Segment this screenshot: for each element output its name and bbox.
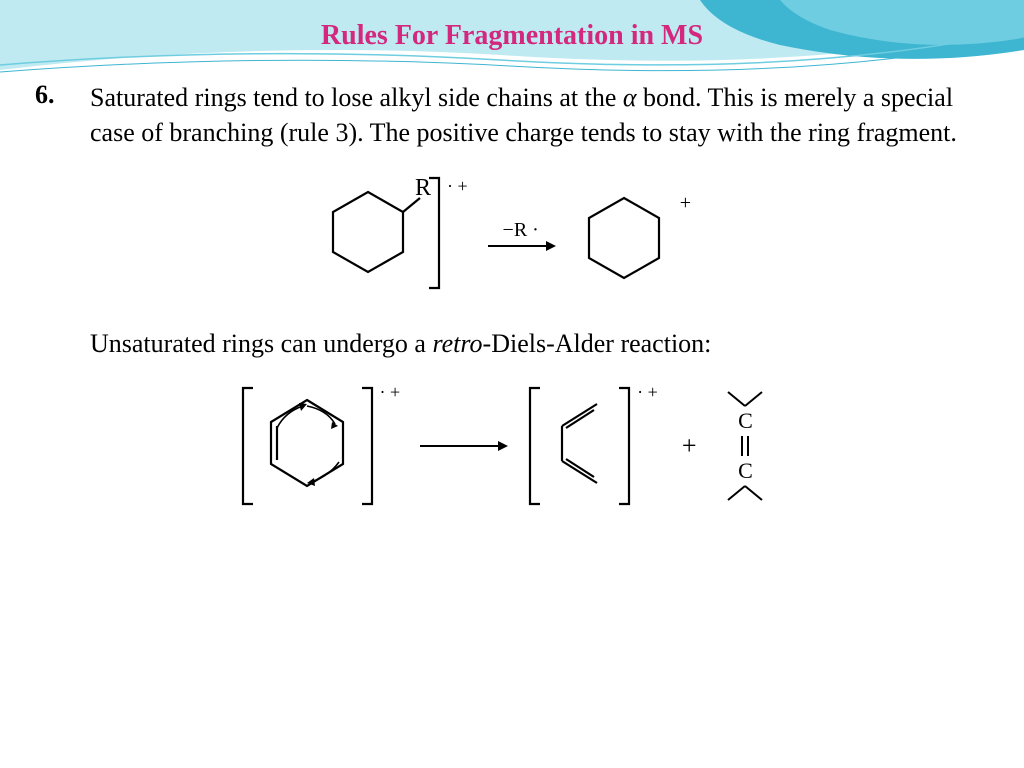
product-1: + [574, 186, 691, 286]
sub-part2: -Diels-Alder reaction: [483, 329, 712, 358]
carbon-label-2: C [738, 458, 753, 484]
butadiene-icon [542, 386, 617, 501]
radical-cation-charge-2: · + [380, 382, 401, 403]
reaction-arrow-1: −R · [486, 219, 556, 253]
retro-italic: retro [432, 329, 482, 358]
cyclohexene-arrows-icon [255, 386, 360, 501]
rule-text: Saturated rings tend to lose alkyl side … [90, 80, 974, 150]
rule-part1: Saturated rings tend to lose alkyl side … [90, 83, 623, 112]
plus-sign: + [682, 431, 697, 461]
content-area: 6. Saturated rings tend to lose alkyl si… [35, 80, 974, 506]
arrow-icon [486, 239, 556, 253]
ethylene-top-bonds-icon [720, 388, 770, 408]
sub-text: Unsaturated rings can undergo a retro-Di… [90, 326, 974, 361]
radical-cation-charge: · + [447, 176, 468, 197]
cyclohexyl-cation-icon [574, 186, 674, 286]
scheme-1: R · + −R · + [35, 180, 974, 291]
cyclohexane-icon [318, 180, 423, 285]
product-2a: · + [526, 386, 658, 506]
scheme-2: · + [35, 386, 974, 506]
sub-part1: Unsaturated rings can undergo a [90, 329, 432, 358]
product-charge-2: · + [637, 382, 658, 403]
carbon-label-1: C [738, 408, 753, 434]
reactant-1: R · + [318, 180, 468, 291]
right-bracket-icon-2 [617, 386, 633, 506]
alpha-symbol: α [623, 83, 637, 112]
left-bracket-icon-2 [526, 386, 542, 506]
reactant-2: · + [239, 386, 401, 506]
ethylene-bottom-bonds-icon [720, 484, 770, 504]
cation-charge: + [680, 192, 691, 215]
product-2b: C C [720, 388, 770, 504]
double-bond-icon [735, 434, 755, 458]
page-title: Rules For Fragmentation in MS [0, 20, 1024, 52]
left-bracket-icon [239, 386, 255, 506]
right-bracket-icon [360, 386, 376, 506]
bracket-icon [427, 176, 443, 291]
rule-number: 6. [35, 80, 55, 110]
arrow-icon-2 [418, 439, 508, 453]
